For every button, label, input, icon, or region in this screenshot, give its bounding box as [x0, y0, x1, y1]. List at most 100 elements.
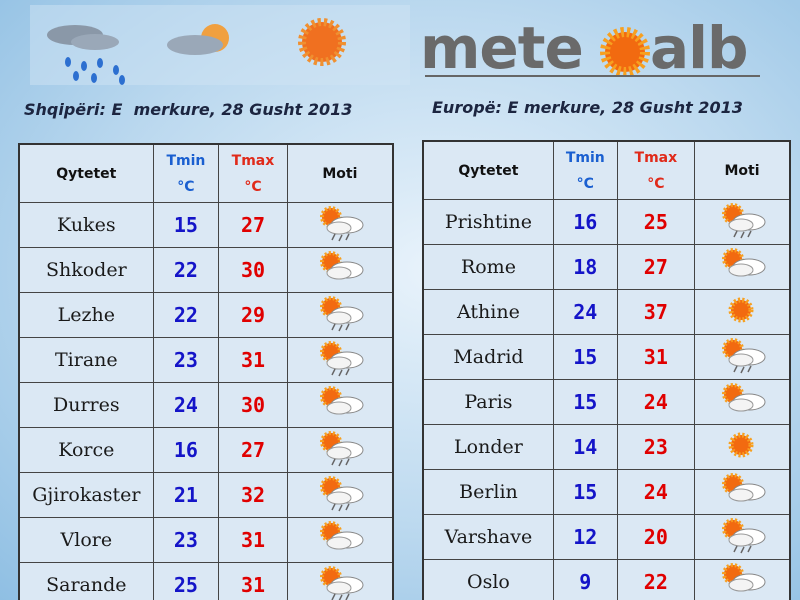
weather-icon: [319, 386, 364, 415]
tmax-cell: 22: [616, 559, 695, 600]
data-row: Korce 16 27: [18, 427, 394, 473]
logo-text: alb: [650, 14, 749, 82]
weather-icon: [319, 251, 364, 280]
sun-icon: [298, 18, 346, 66]
city-cell: Paris: [422, 379, 554, 425]
tmax-cell: 30: [218, 247, 288, 293]
tmin-cell: 16: [152, 427, 220, 473]
data-row: Kukes 15 27: [18, 202, 394, 248]
data-row: Tirane 23 31: [18, 337, 394, 383]
tmax-cell: 24: [616, 469, 695, 515]
weather-icon: [319, 476, 364, 512]
tmax-cell: 37: [616, 289, 695, 335]
tmin-cell: 9: [552, 559, 618, 600]
icon-cell: [286, 247, 394, 293]
data-row: Berlin 15 24: [422, 469, 791, 515]
icon-cell: [286, 562, 394, 600]
icon-cell: [286, 337, 394, 383]
city-cell: Sarande: [18, 562, 154, 600]
tmax-cell: 30: [218, 382, 288, 428]
header-label: Tmin: [565, 149, 605, 166]
tmax-cell: 24: [616, 379, 695, 425]
header-cell: Tmax °C: [616, 140, 695, 200]
logo-sun: [600, 27, 650, 77]
city-cell: Kukes: [18, 202, 154, 248]
weather-icon: [721, 518, 766, 554]
header-label: Tmin: [166, 152, 206, 169]
tmax-cell: 25: [616, 199, 695, 245]
tmin-cell: 18: [552, 244, 618, 290]
city-cell: Tirane: [18, 337, 154, 383]
weather-icon: [721, 338, 766, 374]
weather-icon: [319, 521, 364, 550]
icon-cell: [693, 244, 791, 290]
tmin-cell: 25: [152, 562, 220, 600]
icon-cell: [693, 559, 791, 600]
data-row: Londer 14 23: [422, 424, 791, 470]
tmax-cell: 31: [218, 517, 288, 563]
city-cell: Gjirokaster: [18, 472, 154, 518]
header-cell: Tmin °C: [152, 143, 220, 203]
weather-icon: [728, 432, 754, 458]
header-label: Tmax: [634, 149, 678, 166]
data-row: Gjirokaster 21 32: [18, 472, 394, 518]
data-row: Paris 15 24: [422, 379, 791, 425]
data-row: Rome 18 27: [422, 244, 791, 290]
weather-icon: [319, 296, 364, 332]
weather-icon: [721, 383, 766, 412]
tmax-cell: 32: [218, 472, 288, 518]
weather-icon: [319, 566, 364, 600]
header-cell: Qytetet: [422, 140, 554, 200]
tmin-cell: 23: [152, 517, 220, 563]
header-cell: Qytetet: [18, 143, 154, 203]
city-cell: Lezhe: [18, 292, 154, 338]
city-cell: Varshave: [422, 514, 554, 560]
tmax-cell: 20: [616, 514, 695, 560]
weather-icon: [319, 341, 364, 377]
data-row: Madrid 15 31: [422, 334, 791, 380]
tmax-cell: 29: [218, 292, 288, 338]
partly-cloudy-icon: [167, 24, 229, 55]
tmax-cell: 27: [218, 202, 288, 248]
data-row: Oslo 9 22: [422, 559, 791, 600]
city-cell: Madrid: [422, 334, 554, 380]
header-cell: Moti: [693, 140, 791, 200]
title: Europë: E merkure, 28 Gusht 2013: [432, 98, 743, 117]
weather-table: Qytetet Tmin °C Tmax °C Moti Kukes 15 27 Shkoder 2…: [18, 143, 394, 600]
city-cell: Durres: [18, 382, 154, 428]
header-cell: Tmin °C: [552, 140, 618, 200]
tmin-cell: 22: [152, 247, 220, 293]
weather-icon: [721, 563, 766, 592]
icon-cell: [693, 514, 791, 560]
icon-cell: [286, 292, 394, 338]
decor: [30, 5, 760, 85]
tmin-cell: 24: [152, 382, 220, 428]
tmin-cell: 16: [552, 199, 618, 245]
weather-icon: [721, 473, 766, 502]
tmin-cell: 15: [152, 202, 220, 248]
tmin-cell: 22: [152, 292, 220, 338]
icon-cell: [693, 289, 791, 335]
icon-cell: [286, 382, 394, 428]
tmin-cell: 23: [152, 337, 220, 383]
weather-icon: [728, 297, 754, 323]
city-cell: Athine: [422, 289, 554, 335]
data-row: Durres 24 30: [18, 382, 394, 428]
city-cell: Prishtine: [422, 199, 554, 245]
city-cell: Berlin: [422, 469, 554, 515]
weather-icon: [721, 203, 766, 239]
tmax-cell: 31: [218, 337, 288, 383]
city-cell: Vlore: [18, 517, 154, 563]
data-row: Athine 24 37: [422, 289, 791, 335]
city-cell: Rome: [422, 244, 554, 290]
city-cell: Shkoder: [18, 247, 154, 293]
tmin-cell: 15: [552, 469, 618, 515]
weather-icon: [319, 206, 364, 242]
header-row: Qytetet Tmin °C Tmax °C Moti: [18, 143, 394, 203]
header-unit: °C: [244, 178, 262, 195]
icon-cell: [693, 379, 791, 425]
tmin-cell: 21: [152, 472, 220, 518]
icon-cell: [286, 517, 394, 563]
weather-icon: [721, 248, 766, 277]
